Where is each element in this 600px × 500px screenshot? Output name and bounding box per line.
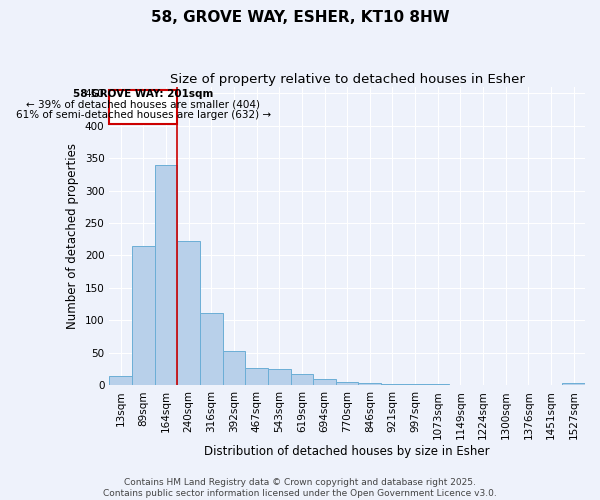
Bar <box>200 314 223 386</box>
Bar <box>245 368 268 386</box>
Text: ← 39% of detached houses are smaller (404): ← 39% of detached houses are smaller (40… <box>26 100 260 110</box>
Bar <box>449 384 472 386</box>
Bar <box>313 380 336 386</box>
Bar <box>358 382 381 386</box>
Bar <box>404 384 427 386</box>
X-axis label: Distribution of detached houses by size in Esher: Distribution of detached houses by size … <box>205 444 490 458</box>
Bar <box>539 384 562 386</box>
FancyBboxPatch shape <box>109 90 177 124</box>
Title: Size of property relative to detached houses in Esher: Size of property relative to detached ho… <box>170 72 524 86</box>
Text: 58 GROVE WAY: 201sqm: 58 GROVE WAY: 201sqm <box>73 89 214 99</box>
Bar <box>268 369 290 386</box>
Y-axis label: Number of detached properties: Number of detached properties <box>66 143 79 329</box>
Bar <box>472 384 494 386</box>
Bar <box>336 382 358 386</box>
Bar <box>562 384 585 386</box>
Text: Contains HM Land Registry data © Crown copyright and database right 2025.
Contai: Contains HM Land Registry data © Crown c… <box>103 478 497 498</box>
Bar <box>177 241 200 386</box>
Bar <box>109 376 132 386</box>
Bar <box>223 351 245 386</box>
Text: 58, GROVE WAY, ESHER, KT10 8HW: 58, GROVE WAY, ESHER, KT10 8HW <box>151 10 449 25</box>
Bar <box>290 374 313 386</box>
Bar <box>427 384 449 386</box>
Bar <box>155 164 177 386</box>
Bar <box>381 384 404 386</box>
Text: 61% of semi-detached houses are larger (632) →: 61% of semi-detached houses are larger (… <box>16 110 271 120</box>
Bar <box>132 246 155 386</box>
